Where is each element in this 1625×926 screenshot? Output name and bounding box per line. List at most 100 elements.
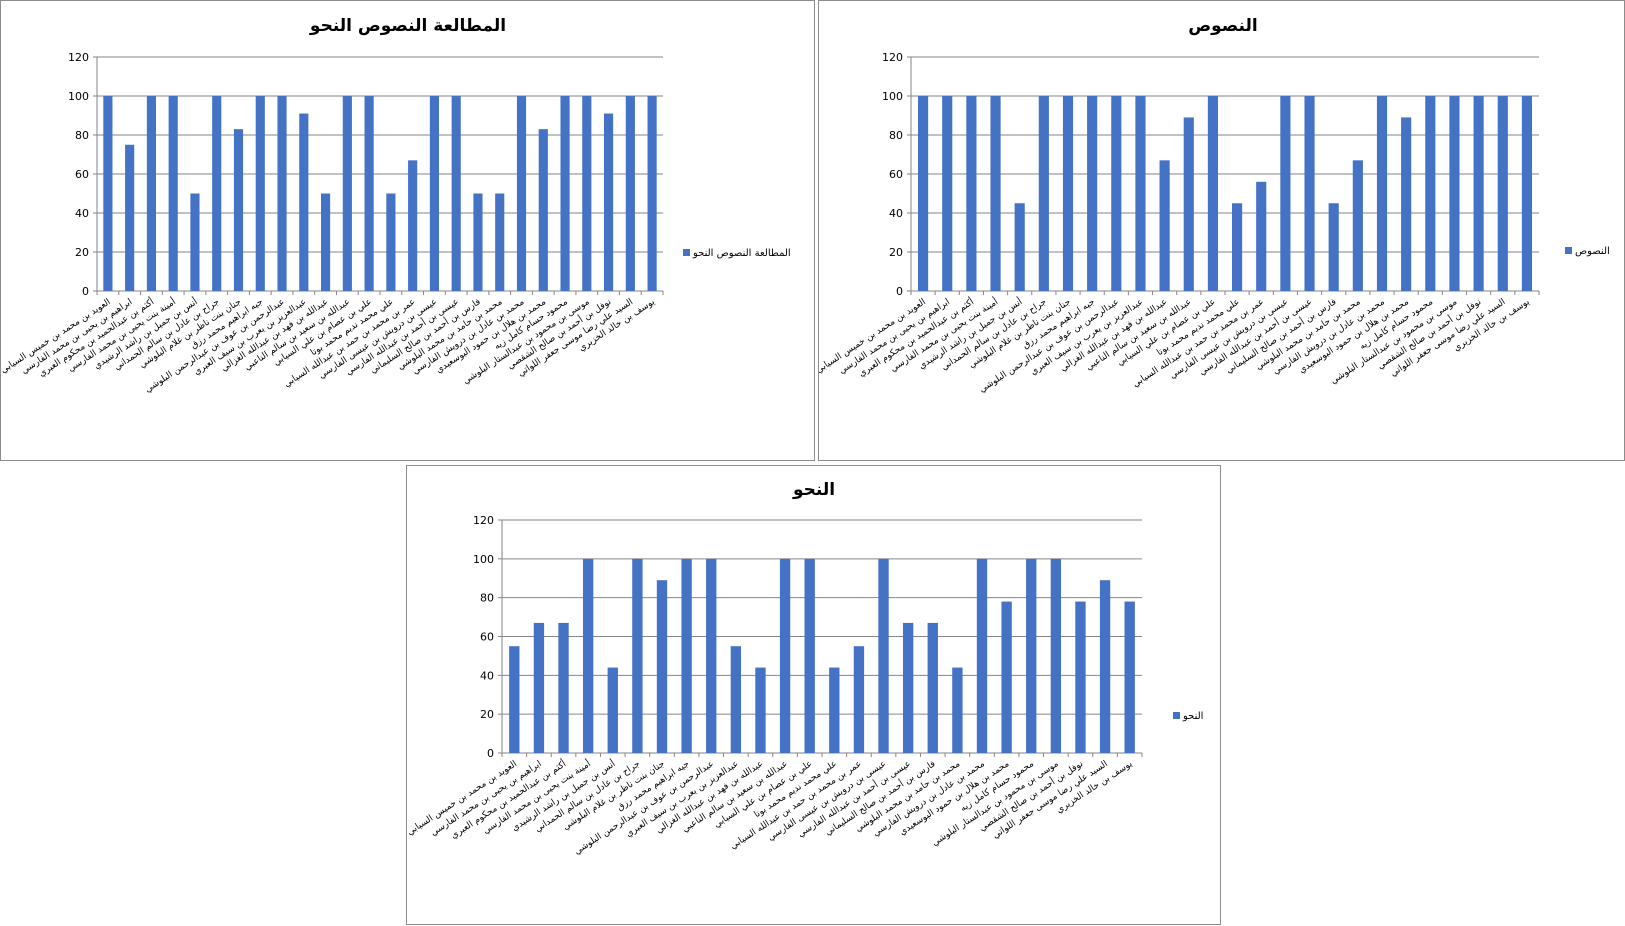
bar [342, 96, 352, 291]
y-tick-label: 100 [473, 553, 494, 566]
bar [1328, 203, 1339, 291]
y-tick-label: 40 [75, 207, 89, 220]
y-tick-label: 60 [480, 631, 494, 644]
legend-swatch [1565, 247, 1572, 254]
bar [1062, 96, 1074, 291]
bar [1050, 558, 1062, 753]
y-tick-label: 0 [82, 285, 89, 298]
y-tick-label: 100 [882, 90, 903, 103]
y-tick-label: 120 [473, 514, 494, 527]
bar [1075, 601, 1086, 753]
bar [730, 646, 742, 753]
bar [168, 96, 178, 291]
bar [1232, 203, 1243, 291]
chart-panel-grammar: النحو 0 20 40 60 80 100 120 العويد بن محمد بن خم… [406, 465, 1221, 925]
bar [976, 558, 988, 753]
chart-title: المطالعة النصوص النحو [309, 16, 506, 36]
bar [604, 113, 614, 291]
legend-label: النحو [1182, 711, 1203, 722]
bar [1425, 96, 1436, 291]
bar [516, 96, 527, 291]
bar [625, 96, 635, 291]
bar [1304, 96, 1315, 291]
bar [558, 622, 569, 753]
bar [829, 667, 840, 753]
bar [1038, 96, 1049, 291]
bar [1099, 580, 1111, 753]
bar [878, 558, 889, 753]
bar [495, 193, 505, 291]
bar [1376, 96, 1388, 291]
bar [212, 96, 222, 291]
bar [364, 96, 374, 291]
bar [1111, 96, 1122, 291]
bar [429, 96, 439, 291]
bar [1087, 96, 1098, 291]
bar [1014, 203, 1025, 291]
y-tick-label: 20 [889, 246, 903, 259]
y-tick-label: 0 [896, 285, 903, 298]
bar [927, 622, 938, 753]
y-tick-label: 80 [480, 592, 494, 605]
bar [902, 622, 914, 753]
bar [451, 96, 461, 291]
y-tick-label: 60 [75, 168, 89, 181]
bar [277, 96, 287, 291]
chart-svg: المطالعة النصوص النحو020406080100120العو… [1, 16, 791, 395]
bar [853, 646, 865, 753]
bar [473, 193, 483, 291]
bar [103, 96, 113, 291]
bar [582, 96, 592, 291]
bar [299, 113, 309, 291]
y-tick-label: 60 [889, 168, 903, 181]
bar [125, 144, 135, 291]
bar [755, 667, 766, 753]
bar [386, 193, 396, 291]
bar [233, 129, 244, 291]
chart-title: النحو [792, 480, 835, 500]
bar [1352, 160, 1363, 291]
bar [321, 193, 331, 291]
y-tick-label: 80 [889, 129, 903, 142]
bar [538, 129, 548, 291]
y-tick-label: 40 [480, 669, 494, 682]
y-tick-label: 120 [882, 51, 903, 64]
bar [1183, 117, 1194, 291]
y-tick-label: 20 [480, 708, 494, 721]
chart-title: النصوص [1188, 16, 1257, 36]
bar [656, 580, 668, 753]
bar [952, 667, 963, 753]
y-tick-label: 0 [487, 747, 494, 760]
y-tick-label: 120 [68, 51, 89, 64]
bar [1497, 96, 1508, 291]
bar [1026, 558, 1037, 753]
bar [990, 96, 1001, 291]
bar [1124, 601, 1135, 753]
bar [647, 96, 657, 291]
chart-panel-texts: النصوص 0 20 40 60 80 100 120 العويد بن محمد بن خ… [818, 0, 1625, 461]
legend-swatch [683, 249, 690, 256]
bar [1135, 96, 1146, 291]
bar [146, 96, 156, 291]
legend-label: المطالعة النصوص النحو [692, 248, 791, 259]
bar [966, 96, 977, 291]
bar [779, 558, 791, 753]
bar [607, 667, 618, 753]
bar [255, 96, 265, 291]
bar [1449, 96, 1460, 291]
bar [1521, 96, 1532, 291]
bar [706, 558, 717, 753]
bar [533, 622, 545, 753]
bar [1207, 96, 1218, 291]
bar [1473, 96, 1484, 291]
bar [560, 96, 570, 291]
bar [942, 96, 953, 291]
bar [632, 558, 643, 753]
bar [804, 558, 815, 753]
y-tick-label: 80 [75, 129, 89, 142]
bar [408, 160, 418, 291]
bar [1256, 181, 1267, 291]
y-tick-label: 20 [75, 246, 89, 259]
